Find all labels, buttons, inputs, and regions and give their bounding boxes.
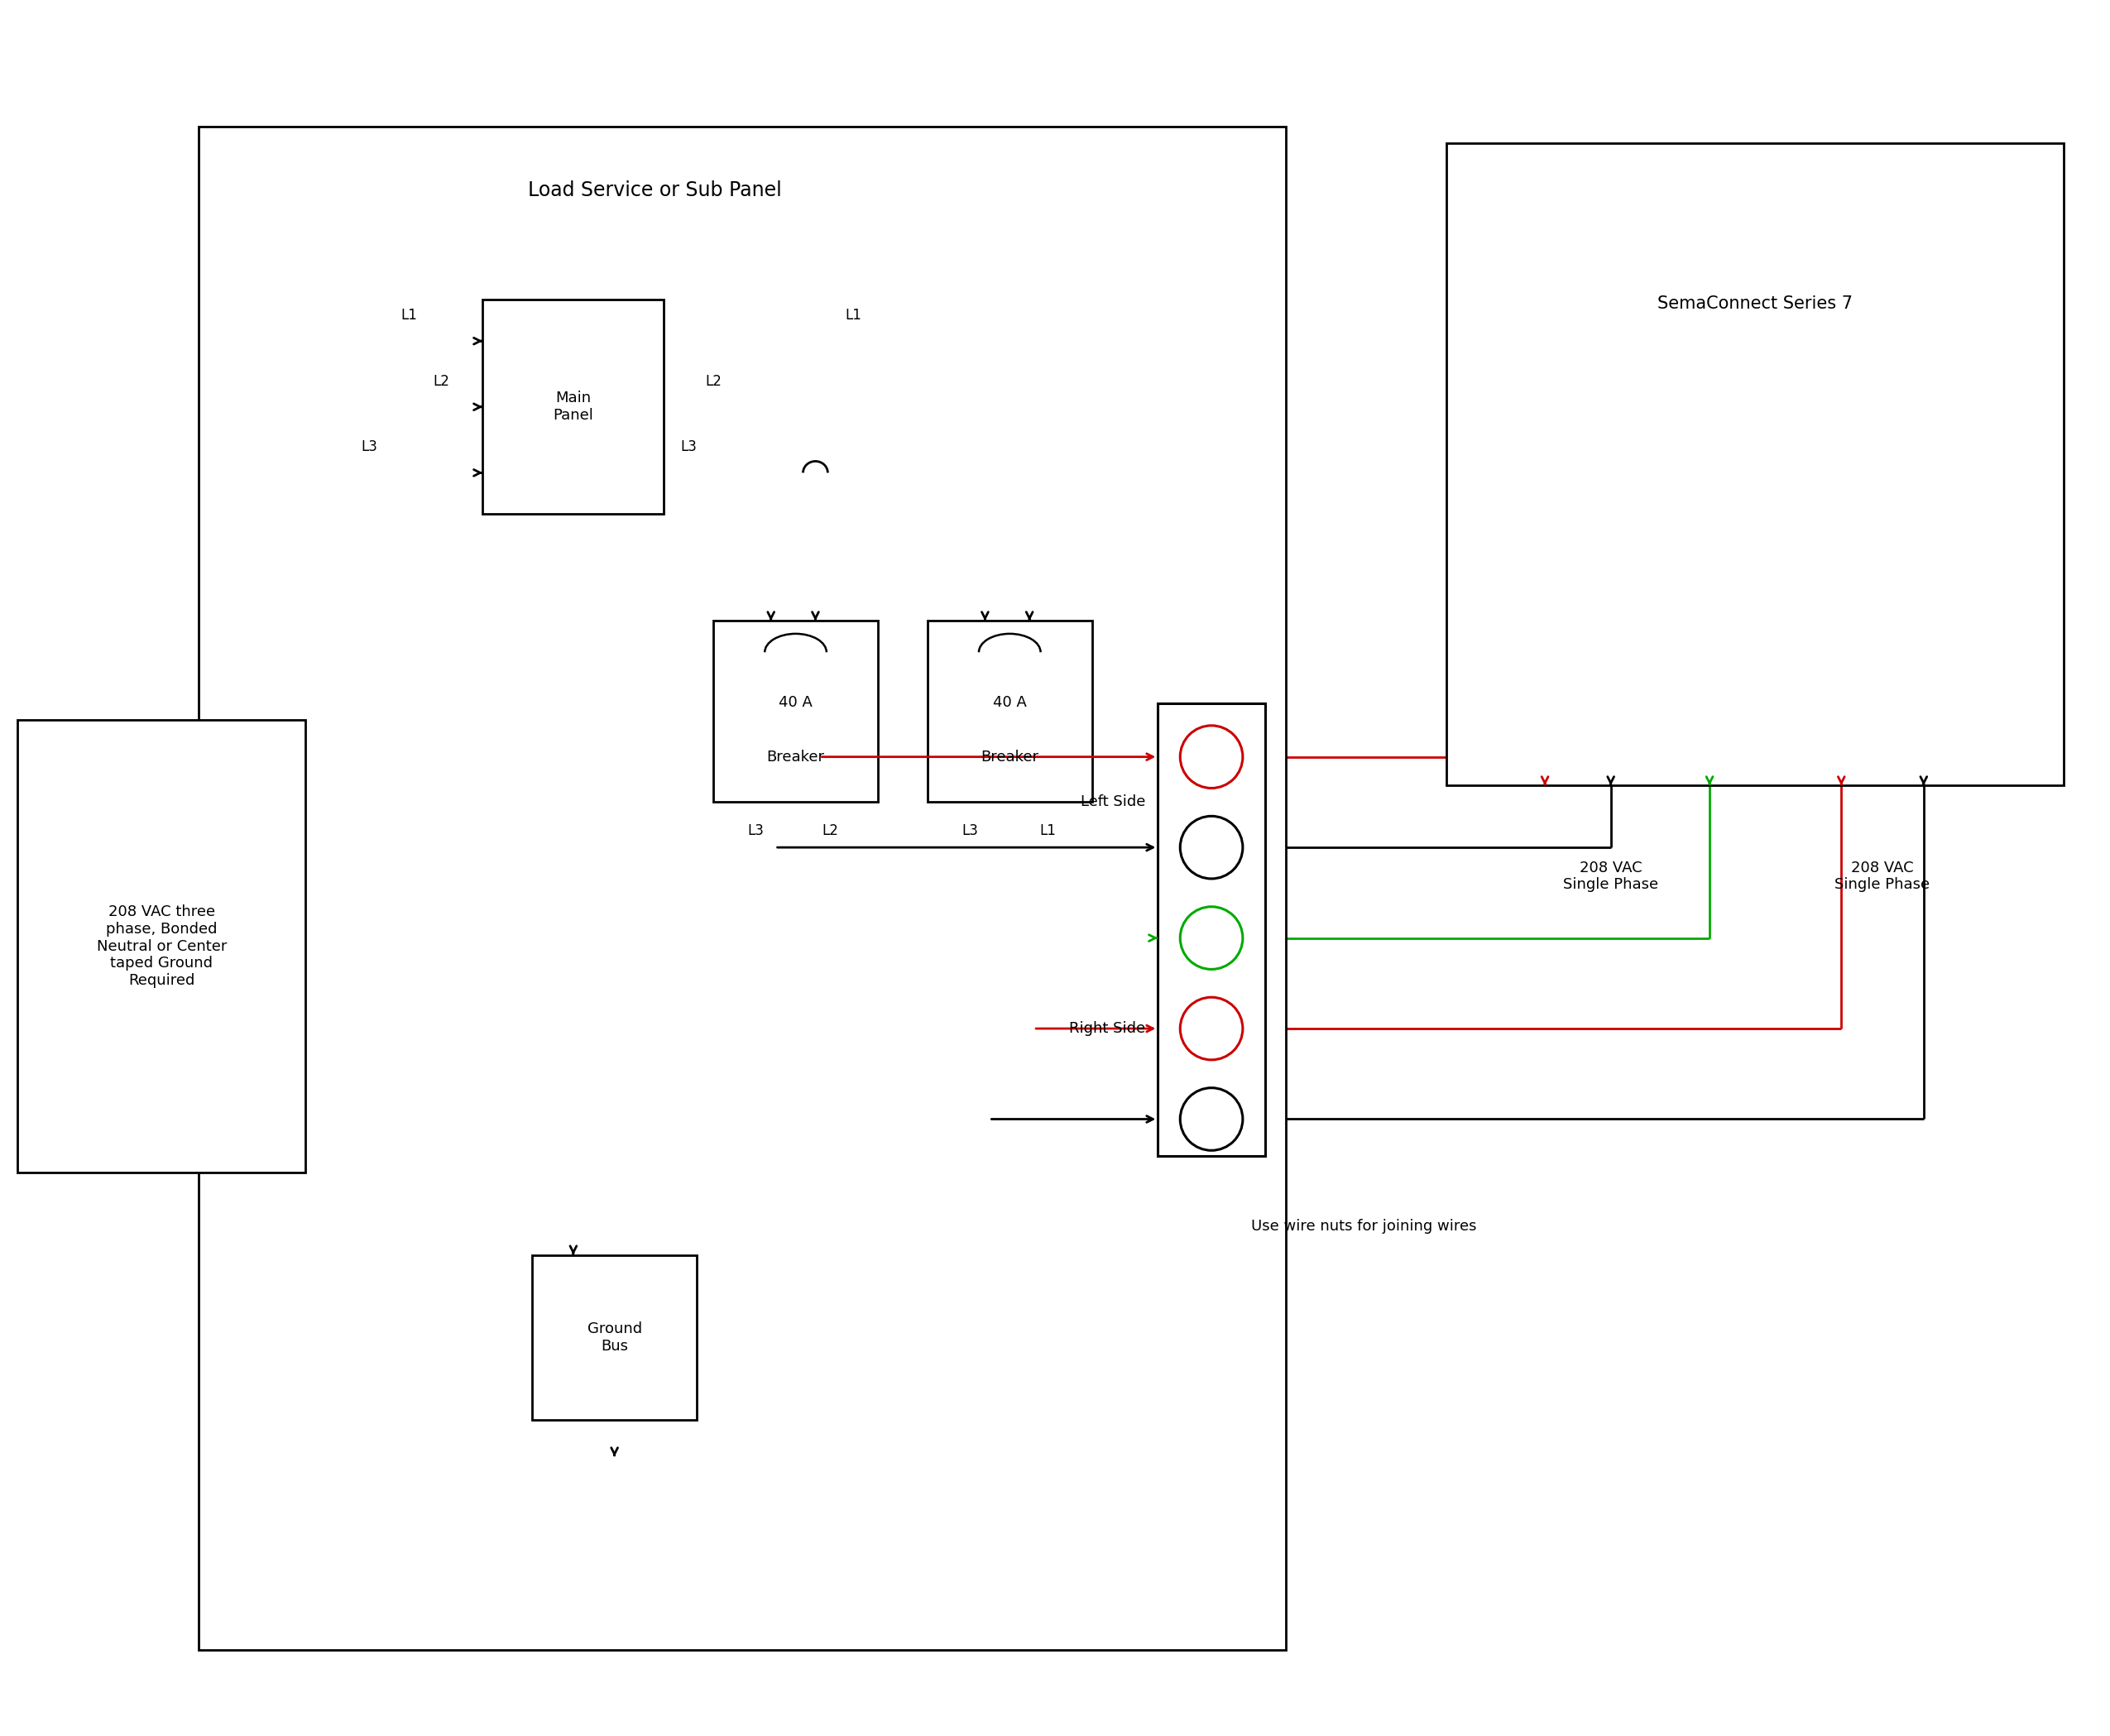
Circle shape [1179, 906, 1243, 969]
Bar [713, 621, 878, 802]
Text: L3: L3 [747, 823, 764, 838]
Bar [1158, 703, 1266, 1156]
Circle shape [1179, 996, 1243, 1061]
Bar [483, 300, 665, 514]
Circle shape [1179, 726, 1243, 788]
Text: SemaConnect Series 7: SemaConnect Series 7 [1656, 295, 1853, 312]
Text: L1: L1 [1040, 823, 1055, 838]
Text: L3: L3 [361, 439, 378, 455]
Text: Breaker: Breaker [766, 750, 825, 764]
Text: Left Side: Left Side [1080, 795, 1146, 809]
Text: L3: L3 [962, 823, 979, 838]
Text: 208 VAC three
phase, Bonded
Neutral or Center
taped Ground
Required: 208 VAC three phase, Bonded Neutral or C… [97, 904, 226, 988]
Bar [1445, 144, 2064, 786]
Text: L2: L2 [433, 373, 449, 389]
Text: Main
Panel: Main Panel [553, 391, 593, 424]
Text: Load Service or Sub Panel: Load Service or Sub Panel [528, 181, 783, 200]
Text: 208 VAC
Single Phase: 208 VAC Single Phase [1836, 859, 1931, 892]
Text: L3: L3 [679, 439, 696, 455]
Circle shape [1179, 1088, 1243, 1151]
Text: Ground
Bus: Ground Bus [587, 1321, 641, 1354]
Text: Breaker: Breaker [981, 750, 1038, 764]
Text: 40 A: 40 A [779, 694, 812, 710]
Circle shape [1179, 816, 1243, 878]
Text: L2: L2 [705, 373, 722, 389]
Text: Right Side: Right Side [1070, 1021, 1146, 1036]
Text: L2: L2 [823, 823, 838, 838]
Bar [198, 127, 1285, 1651]
Text: L1: L1 [401, 307, 418, 323]
Text: Use wire nuts for joining wires: Use wire nuts for joining wires [1251, 1219, 1477, 1234]
Text: L1: L1 [844, 307, 861, 323]
Bar [928, 621, 1093, 802]
Bar [17, 720, 306, 1172]
Text: 40 A: 40 A [994, 694, 1028, 710]
Bar [532, 1255, 696, 1420]
Text: 208 VAC
Single Phase: 208 VAC Single Phase [1564, 859, 1658, 892]
